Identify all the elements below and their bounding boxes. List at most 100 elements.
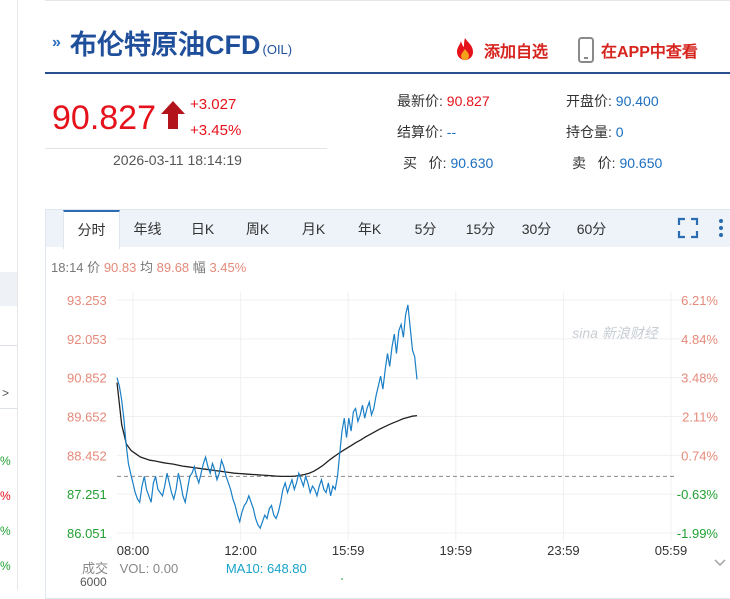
page-title: 布伦特原油CFD (OIL) [70,27,292,68]
more-vertical-icon[interactable] [716,217,726,239]
tab-30min[interactable]: 30分 [521,221,552,237]
stat-value: 0 [615,124,624,140]
stat-label: 结算价: [397,124,443,140]
info-price: 90.83 [103,260,137,275]
stat-label: 持仓量: [566,124,612,140]
price-change: +3.027 [190,96,237,113]
double-chevron-icon: » [52,34,61,51]
instrument-code: (OIL) [262,42,293,57]
stat-latest: 最新价: 90.827 [397,91,490,111]
x-tick: 23:59 [547,543,580,558]
side-row-divider [0,345,17,346]
side-fragment: % [0,489,11,503]
instrument-name: 布伦特原油CFD [70,30,261,60]
side-fragment: % [0,454,11,468]
average-price-line [116,382,418,478]
intraday-chart[interactable]: 93.253 92.053 90.852 89.652 88.452 87.251 86.0… [45,280,730,580]
y-tick-right: 4.84% [681,332,718,347]
y-tick-left: 87.251 [67,487,107,502]
volume-info: 成交 VOL: 0.00 MA10: 648.80 [82,558,307,577]
y-axis-left: 93.253 92.053 90.852 89.652 88.452 87.251 86.0… [67,293,107,541]
y-tick-left: 90.852 [67,371,107,386]
header-rule [45,72,730,74]
stat-label: 卖 价: [572,155,616,171]
y-tick-left: 89.652 [67,410,107,425]
side-fragment: % [0,559,11,573]
tab-5min[interactable]: 5分 [414,221,437,237]
y-tick-left: 86.051 [67,526,107,541]
y-axis-right: 6.21% 4.84% 3.48% 2.11% 0.74% -0.63% -1.99% [677,293,719,541]
tab-year-line[interactable]: 年线 [133,221,162,237]
info-price-label: 价 [87,260,101,275]
tab-yearly-k[interactable]: 年K [357,221,382,237]
info-avg: 89.68 [156,260,190,275]
quote-divider [45,148,327,149]
top-border [45,0,730,1]
stat-value: 90.827 [446,93,490,109]
tab-daily-k[interactable]: 日K [190,221,215,237]
volume-value: VOL: 0.00 [119,561,179,576]
tab-15min[interactable]: 15分 [465,221,496,237]
price-line [116,304,418,530]
tab-timeshare[interactable]: 分时 [63,210,120,249]
last-price: 90.827 [52,99,156,137]
x-tick: 15:59 [332,543,365,558]
side-panel-border [17,0,18,590]
phone-icon [578,37,594,63]
stat-value: 90.650 [619,155,663,171]
chart-grid [117,292,685,541]
fullscreen-icon[interactable] [677,217,699,239]
y-tick-right: 0.74% [681,448,718,463]
view-in-app-label: 在APP中查看 [601,44,698,61]
stat-open: 开盘价: 90.400 [566,91,659,111]
quote-timestamp: 2026-03-11 18:14:19 [113,152,242,168]
volume-ma10: MA10: 648.80 [225,561,307,576]
volume-label: 成交 [82,561,109,576]
y-tick-left: 88.452 [67,448,107,463]
stat-value: -- [446,124,457,140]
stat-value: 90.400 [615,93,659,109]
x-axis: 08:00 12:00 15:59 19:59 23:59 05:59 [117,543,688,558]
stat-open-interest: 持仓量: 0 [566,122,624,142]
stat-label: 最新价: [397,93,443,109]
y-tick-right: 3.48% [681,371,718,386]
crosshair-info: 18:14 价 90.83 均 89.68 幅 3.45% [51,257,246,276]
y-tick-right: -1.99% [677,526,719,541]
tab-60min[interactable]: 60分 [576,221,607,237]
y-tick-right: 6.21% [681,293,718,308]
info-avg-label: 均 [139,260,153,275]
y-tick-right: 2.11% [682,410,718,425]
info-time: 18:14 [51,260,84,275]
info-range: 3.45% [209,260,247,275]
x-tick: 12:00 [224,543,257,558]
add-favorite-button[interactable]: 添加自选 [452,37,548,63]
side-panel-highlight [0,272,17,306]
y-tick-right: -0.63% [677,487,719,502]
stat-label: 买 价: [403,155,447,171]
tab-monthly-k[interactable]: 月K [301,221,326,237]
volume-max-tick: 6000 [80,575,107,589]
tab-weekly-k[interactable]: 周K [245,221,270,237]
sina-watermark: sina 新浪财经 [572,325,660,341]
add-favorite-label: 添加自选 [484,44,549,61]
side-row-divider [0,408,17,409]
stat-settlement: 结算价: -- [397,122,456,142]
x-tick: 05:59 [655,543,688,558]
stat-ask: 卖 价: 90.650 [572,153,662,173]
x-tick: 19:59 [440,543,473,558]
chevron-down-icon[interactable] [712,557,728,569]
y-tick-left: 92.053 [67,332,107,347]
period-tab-bar [46,210,730,247]
price-change-percent: +3.45% [190,122,242,139]
stat-bid: 买 价: 90.630 [403,153,493,173]
flame-icon [457,38,473,60]
view-in-app-button[interactable]: 在APP中查看 [577,37,698,63]
y-tick-left: 93.253 [67,293,107,308]
stat-label: 开盘价: [566,93,612,109]
x-tick: 08:00 [117,543,150,558]
stat-value: 90.630 [450,155,494,171]
up-arrow-icon [161,101,185,129]
chart-panel [45,209,730,599]
side-fragment: % [0,524,11,538]
side-fragment: > [2,386,10,400]
